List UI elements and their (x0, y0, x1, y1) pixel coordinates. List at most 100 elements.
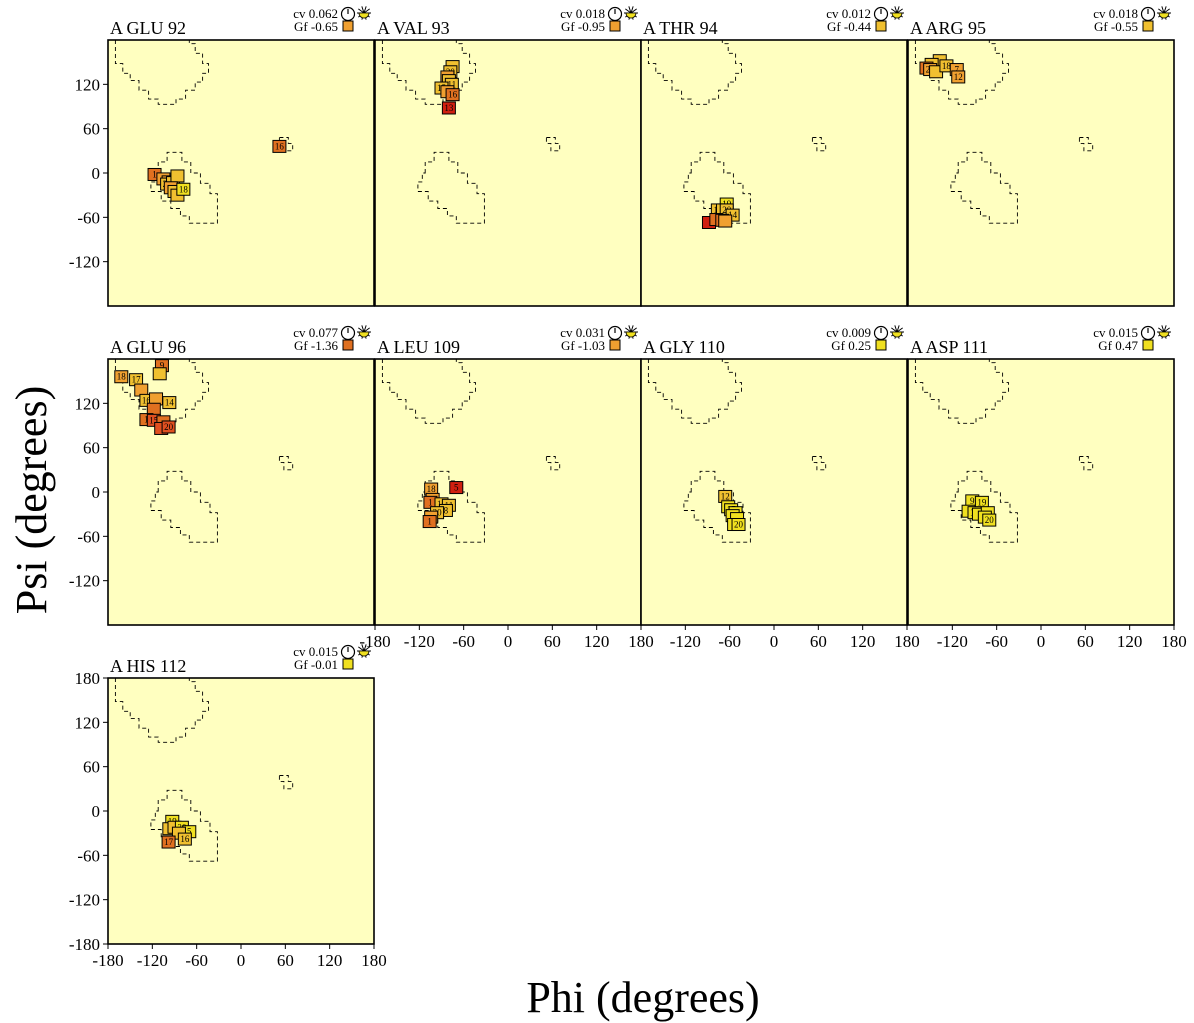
sunburst-fill (358, 650, 370, 657)
y-tick-label: 0 (92, 164, 101, 183)
plot-area (374, 358, 642, 626)
sunburst-ray (363, 6, 367, 14)
y-tick-label: 0 (92, 483, 101, 502)
sunburst-ray (625, 8, 632, 14)
data-point-label: 18 (179, 184, 189, 194)
x-tick-label: -120 (137, 951, 168, 970)
panel-title: A ARG 95 (910, 18, 986, 38)
y-axis-title: Psi (degrees) (7, 386, 56, 615)
data-point: 18 (114, 370, 129, 384)
gf-value: Gf -1.03 (561, 338, 605, 353)
plot-area (907, 358, 1175, 626)
gf-swatch (609, 20, 621, 32)
x-tick-label: -120 (670, 632, 701, 651)
gf-value: Gf -1.36 (294, 338, 339, 353)
y-tick-label: 60 (83, 120, 100, 139)
y-tick-label: 120 (75, 75, 101, 94)
sunburst-ray (1163, 327, 1170, 333)
sunburst-icon (890, 325, 904, 339)
allowed-region-outline (683, 151, 751, 224)
data-point-marker (152, 367, 167, 381)
x-tick-label: 120 (850, 632, 876, 651)
panel-title: A GLU 96 (110, 337, 186, 357)
data-point-label: 17 (164, 837, 174, 847)
y-tick-label: 180 (75, 669, 101, 688)
panel-title: A HIS 112 (110, 656, 186, 676)
x-tick-label: -60 (185, 951, 208, 970)
data-point: 19 (974, 495, 989, 509)
allowed-region-outline (1078, 137, 1094, 152)
sunburst-ray (630, 8, 637, 14)
data-point-label: 5 (187, 827, 192, 837)
data-point (170, 169, 185, 183)
sunburst-ray (363, 8, 370, 14)
sunburst-ray (896, 6, 900, 14)
data-point-label: 20 (734, 520, 744, 530)
data-point: 20 (982, 513, 997, 527)
sunburst-icon (357, 6, 371, 20)
cv-value: cv 0.015 (1093, 325, 1138, 340)
data-point-label: 1 (427, 517, 432, 527)
allowed-region-outline (683, 470, 751, 543)
plot-area (640, 358, 908, 626)
y-tick-label: -60 (77, 846, 100, 865)
y-tick-label: 0 (92, 802, 101, 821)
data-point: 16 (177, 832, 192, 846)
y-tick-label: 120 (75, 394, 101, 413)
allowed-region-outline (417, 470, 485, 543)
x-tick-label: -60 (985, 632, 1008, 651)
sunburst-ray (628, 325, 632, 333)
x-tick-label: 0 (770, 632, 779, 651)
plot-area (640, 39, 908, 307)
x-tick-label: 120 (1117, 632, 1143, 651)
allowed-region-outline (647, 39, 742, 105)
sunburst-ray (891, 8, 898, 14)
data-point: 17 (161, 835, 176, 849)
sunburst-ray (896, 8, 903, 14)
data-point-label: 12 (954, 72, 963, 82)
y-tick-label: -120 (69, 253, 100, 272)
plot-area (374, 39, 642, 307)
gf-value: Gf -0.65 (294, 19, 338, 34)
allowed-region-outline (278, 456, 294, 471)
gf-swatch (342, 20, 354, 32)
sunburst-fill (1158, 12, 1170, 19)
allowed-region-outline (150, 470, 218, 543)
y-tick-label: -120 (69, 891, 100, 910)
sunburst-icon (890, 6, 904, 20)
x-tick-label: -120 (404, 632, 435, 651)
sunburst-ray (1158, 8, 1165, 14)
sunburst-ray (363, 325, 367, 333)
y-tick-label: 60 (83, 758, 100, 777)
gf-swatch (1142, 20, 1154, 32)
gf-value: Gf -0.95 (561, 19, 605, 34)
x-tick-label: 180 (628, 632, 654, 651)
allowed-region-outline (545, 456, 561, 471)
x-tick-label: 60 (544, 632, 561, 651)
sunburst-ray (1161, 6, 1165, 14)
x-axis-title: Phi (degrees) (526, 973, 759, 1022)
y-tick-label: -60 (77, 208, 100, 227)
panel-title: A GLU 92 (110, 18, 186, 38)
data-point-label: 7 (955, 65, 960, 75)
data-point-label: 1 (428, 497, 433, 507)
allowed-region-outline (381, 39, 476, 105)
data-point-label: 11 (448, 79, 457, 89)
data-point-label: 16 (180, 834, 190, 844)
sunburst-icon (624, 6, 638, 20)
data-point-marker (176, 182, 191, 196)
sunburst-ray (1163, 8, 1170, 14)
sunburst-ray (894, 325, 898, 333)
data-point: 5 (449, 481, 464, 495)
data-point-label: 17 (132, 375, 142, 385)
data-point-marker (951, 70, 966, 84)
data-point-label: 14 (165, 398, 175, 408)
cv-value: cv 0.015 (293, 644, 338, 659)
x-tick-label: 120 (584, 632, 610, 651)
data-point-label: 18 (942, 61, 952, 71)
